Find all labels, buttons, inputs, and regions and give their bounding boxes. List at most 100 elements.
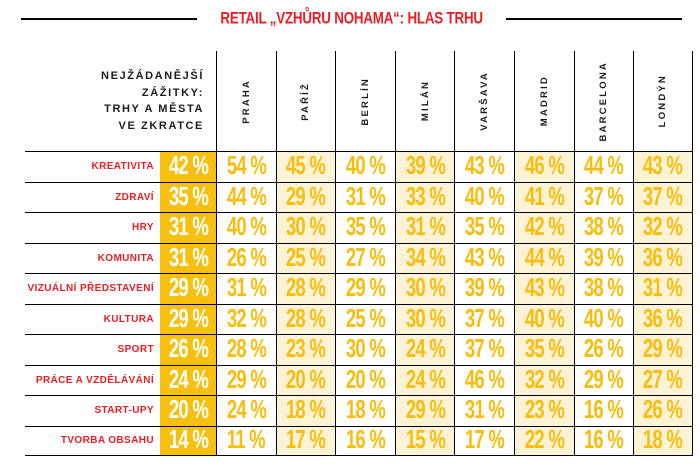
percent-value: 42 % bbox=[524, 212, 565, 242]
percent-value: 43 % bbox=[524, 273, 565, 303]
value-cell: 24 % bbox=[394, 364, 455, 395]
percent-value: 39 % bbox=[465, 273, 505, 303]
value-cell: 44 % bbox=[573, 151, 634, 182]
value-cell: 35 % bbox=[454, 212, 514, 243]
value-cell: 27 % bbox=[633, 364, 693, 395]
percent-value: 26 % bbox=[226, 243, 267, 273]
percent-value: 45 % bbox=[286, 151, 326, 181]
value-cell: 38 % bbox=[573, 273, 634, 304]
percent-value: 38 % bbox=[584, 212, 624, 242]
category-label: HRY bbox=[25, 212, 160, 243]
value-cell: 25 % bbox=[275, 242, 336, 273]
city-header-label: PRAHA bbox=[240, 78, 252, 124]
city-header-3: BERLÍN bbox=[335, 51, 395, 151]
value-cell: 23 % bbox=[275, 334, 336, 365]
value-cell: 24 % bbox=[394, 334, 455, 365]
percent-value: 31 % bbox=[168, 212, 208, 242]
value-cell: 17 % bbox=[275, 425, 336, 456]
category-label: START-UPY bbox=[25, 395, 160, 426]
percent-value: 46 % bbox=[524, 151, 565, 181]
percent-value: 42 % bbox=[168, 151, 208, 181]
value-cell: 46 % bbox=[454, 364, 514, 395]
total-cell: 31 % bbox=[160, 242, 216, 273]
category-label: KULTURA bbox=[25, 303, 160, 335]
percent-value: 25 % bbox=[345, 304, 386, 334]
value-cell: 28 % bbox=[275, 303, 336, 334]
percent-value: 35 % bbox=[524, 334, 565, 364]
percent-value: 29 % bbox=[405, 395, 445, 425]
percent-value: 30 % bbox=[345, 334, 386, 364]
value-cell: 39 % bbox=[454, 273, 514, 304]
value-cell: 37 % bbox=[454, 303, 514, 334]
category-label: TVORBA OBSAHU bbox=[25, 425, 160, 456]
city-header-2: PAŘÍŽ bbox=[275, 51, 336, 151]
title-rule-left bbox=[21, 18, 197, 20]
value-cell: 26 % bbox=[216, 242, 276, 273]
value-cell: 30 % bbox=[394, 273, 455, 304]
percent-value: 37 % bbox=[643, 182, 683, 212]
percent-value: 43 % bbox=[465, 151, 505, 181]
value-cell: 17 % bbox=[454, 425, 514, 456]
percent-value: 29 % bbox=[168, 273, 208, 303]
city-header-label: LONDÝN bbox=[657, 74, 669, 128]
percent-value: 27 % bbox=[643, 365, 683, 395]
value-cell: 31 % bbox=[454, 395, 514, 426]
percent-value: 44 % bbox=[226, 182, 267, 212]
corner-label-line: TRHY A MĚSTA bbox=[104, 103, 204, 115]
percent-value: 16 % bbox=[584, 425, 624, 455]
total-cell: 14 % bbox=[160, 425, 216, 456]
percent-value: 43 % bbox=[643, 151, 683, 181]
percent-value: 31 % bbox=[168, 243, 208, 273]
percent-value: 26 % bbox=[168, 334, 208, 364]
total-cell: 31 % bbox=[160, 212, 216, 243]
value-cell: 28 % bbox=[216, 334, 276, 365]
percent-value: 39 % bbox=[405, 151, 445, 181]
title-rule-right bbox=[506, 18, 683, 20]
total-cell: 29 % bbox=[160, 273, 216, 304]
percent-value: 28 % bbox=[286, 273, 326, 303]
percent-value: 24 % bbox=[405, 365, 445, 395]
percent-value: 22 % bbox=[524, 425, 565, 455]
value-cell: 43 % bbox=[633, 151, 693, 182]
percent-value: 40 % bbox=[584, 304, 624, 334]
percent-value: 24 % bbox=[226, 395, 267, 425]
percent-value: 31 % bbox=[226, 273, 267, 303]
category-label: KOMUNITA bbox=[25, 242, 160, 274]
value-cell: 33 % bbox=[394, 181, 455, 212]
page-title: RETAIL „VZHŮRU NOHAMA“: HLAS TRHU bbox=[220, 10, 483, 28]
value-cell: 43 % bbox=[454, 242, 514, 273]
value-cell: 54 % bbox=[216, 151, 276, 182]
percent-value: 20 % bbox=[168, 395, 208, 425]
percent-value: 31 % bbox=[345, 182, 386, 212]
value-cell: 43 % bbox=[513, 273, 574, 304]
city-header-label: BARCELONA bbox=[598, 60, 610, 142]
percent-value: 29 % bbox=[286, 182, 326, 212]
percent-value: 30 % bbox=[405, 304, 445, 334]
corner-label-line: ZÁŽITKY: bbox=[141, 86, 204, 99]
percent-value: 28 % bbox=[226, 334, 267, 364]
percent-value: 40 % bbox=[226, 212, 267, 242]
value-cell: 38 % bbox=[573, 212, 634, 243]
percent-value: 23 % bbox=[524, 395, 565, 425]
city-header-label: VARŠAVA bbox=[479, 71, 491, 131]
experience-table: NEJŽÁDANĚJŠÍ ZÁŽITKY: TRHY A MĚSTA VE ZK… bbox=[25, 51, 693, 456]
value-cell: 24 % bbox=[216, 395, 276, 426]
percent-value: 23 % bbox=[286, 334, 326, 364]
percent-value: 32 % bbox=[226, 304, 267, 334]
percent-value: 30 % bbox=[405, 273, 445, 303]
value-cell: 26 % bbox=[573, 334, 634, 365]
value-cell: 39 % bbox=[394, 151, 455, 182]
percent-value: 35 % bbox=[345, 212, 386, 242]
value-cell: 36 % bbox=[633, 303, 693, 334]
percent-value: 39 % bbox=[584, 243, 624, 273]
percent-value: 17 % bbox=[286, 425, 326, 455]
value-cell: 31 % bbox=[335, 181, 395, 212]
value-cell: 35 % bbox=[513, 334, 574, 365]
value-cell: 26 % bbox=[633, 395, 693, 426]
corner-label: NEJŽÁDANĚJŠÍ ZÁŽITKY: TRHY A MĚSTA VE ZK… bbox=[25, 51, 216, 151]
value-cell: 23 % bbox=[513, 395, 574, 426]
percent-value: 34 % bbox=[405, 243, 445, 273]
value-cell: 15 % bbox=[394, 425, 455, 456]
value-cell: 40 % bbox=[513, 303, 574, 334]
